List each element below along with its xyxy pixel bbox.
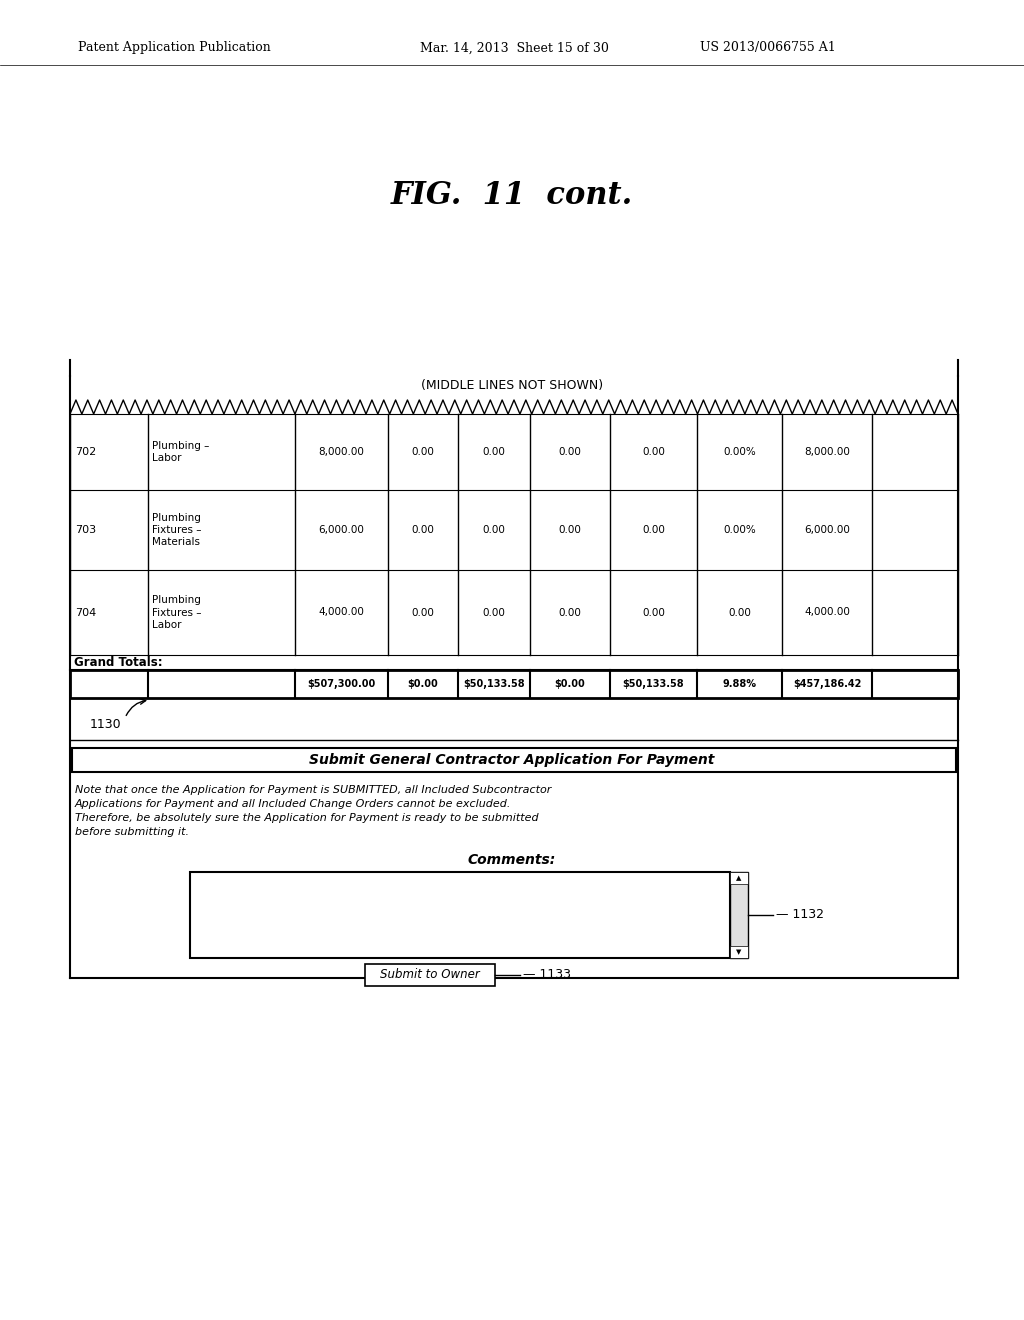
- Text: Applications for Payment and all Included Change Orders cannot be excluded.: Applications for Payment and all Include…: [75, 799, 511, 809]
- Text: 0.00: 0.00: [482, 525, 506, 535]
- Text: 0.00%: 0.00%: [723, 447, 756, 457]
- Text: before submitting it.: before submitting it.: [75, 828, 189, 837]
- Text: (MIDDLE LINES NOT SHOWN): (MIDDLE LINES NOT SHOWN): [421, 379, 603, 392]
- Text: 0.00: 0.00: [642, 447, 665, 457]
- Text: $0.00: $0.00: [555, 678, 586, 689]
- Text: FIG.  11  cont.: FIG. 11 cont.: [391, 180, 633, 210]
- Text: 0.00: 0.00: [482, 447, 506, 457]
- Text: 0.00: 0.00: [412, 525, 434, 535]
- Text: Mar. 14, 2013  Sheet 15 of 30: Mar. 14, 2013 Sheet 15 of 30: [420, 41, 609, 54]
- Text: 6,000.00: 6,000.00: [804, 525, 850, 535]
- Text: 0.00: 0.00: [558, 447, 582, 457]
- Bar: [72, 748, 956, 772]
- Text: 0.00%: 0.00%: [723, 525, 756, 535]
- Text: 703: 703: [75, 525, 96, 535]
- Text: $0.00: $0.00: [408, 678, 438, 689]
- Bar: [70, 671, 958, 698]
- Text: 1130: 1130: [90, 718, 122, 731]
- Text: 702: 702: [75, 447, 96, 457]
- Text: 0.00: 0.00: [482, 607, 506, 618]
- Text: 4,000.00: 4,000.00: [804, 607, 850, 618]
- Text: 0.00: 0.00: [728, 607, 751, 618]
- Bar: [730, 873, 748, 958]
- Text: Submit General Contractor Application For Payment: Submit General Contractor Application Fo…: [309, 752, 715, 767]
- Text: Plumbing –
Labor: Plumbing – Labor: [152, 441, 209, 463]
- Text: 8,000.00: 8,000.00: [318, 447, 365, 457]
- Text: 0.00: 0.00: [558, 607, 582, 618]
- Bar: [730, 946, 748, 958]
- Text: ▼: ▼: [736, 949, 741, 954]
- Text: Submit to Owner: Submit to Owner: [380, 969, 480, 982]
- Text: 0.00: 0.00: [642, 607, 665, 618]
- Bar: [190, 873, 730, 958]
- Text: 0.00: 0.00: [412, 607, 434, 618]
- Text: 9.88%: 9.88%: [723, 678, 757, 689]
- Text: Therefore, be absolutely sure the Application for Payment is ready to be submitt: Therefore, be absolutely sure the Applic…: [75, 813, 539, 822]
- Text: Note that once the Application for Payment is SUBMITTED, all Included Subcontrac: Note that once the Application for Payme…: [75, 785, 551, 795]
- Text: $50,133.58: $50,133.58: [463, 678, 525, 689]
- Text: Plumbing
Fixtures –
Labor: Plumbing Fixtures – Labor: [152, 595, 202, 630]
- Text: $507,300.00: $507,300.00: [307, 678, 376, 689]
- Text: ▲: ▲: [736, 875, 741, 880]
- Text: 4,000.00: 4,000.00: [318, 607, 365, 618]
- Text: Grand Totals:: Grand Totals:: [74, 656, 163, 669]
- Text: 704: 704: [75, 607, 96, 618]
- Text: — 1132: — 1132: [776, 908, 824, 921]
- Text: — 1133: — 1133: [523, 969, 571, 982]
- Text: 0.00: 0.00: [412, 447, 434, 457]
- Text: 8,000.00: 8,000.00: [804, 447, 850, 457]
- Text: Patent Application Publication: Patent Application Publication: [78, 41, 270, 54]
- Bar: [730, 873, 748, 884]
- Text: 0.00: 0.00: [558, 525, 582, 535]
- Text: 0.00: 0.00: [642, 525, 665, 535]
- Text: 6,000.00: 6,000.00: [318, 525, 365, 535]
- Text: $457,186.42: $457,186.42: [793, 678, 861, 689]
- Text: Plumbing
Fixtures –
Materials: Plumbing Fixtures – Materials: [152, 512, 202, 548]
- Bar: [365, 964, 495, 986]
- Text: US 2013/0066755 A1: US 2013/0066755 A1: [700, 41, 836, 54]
- Text: $50,133.58: $50,133.58: [623, 678, 684, 689]
- Text: Comments:: Comments:: [468, 853, 556, 867]
